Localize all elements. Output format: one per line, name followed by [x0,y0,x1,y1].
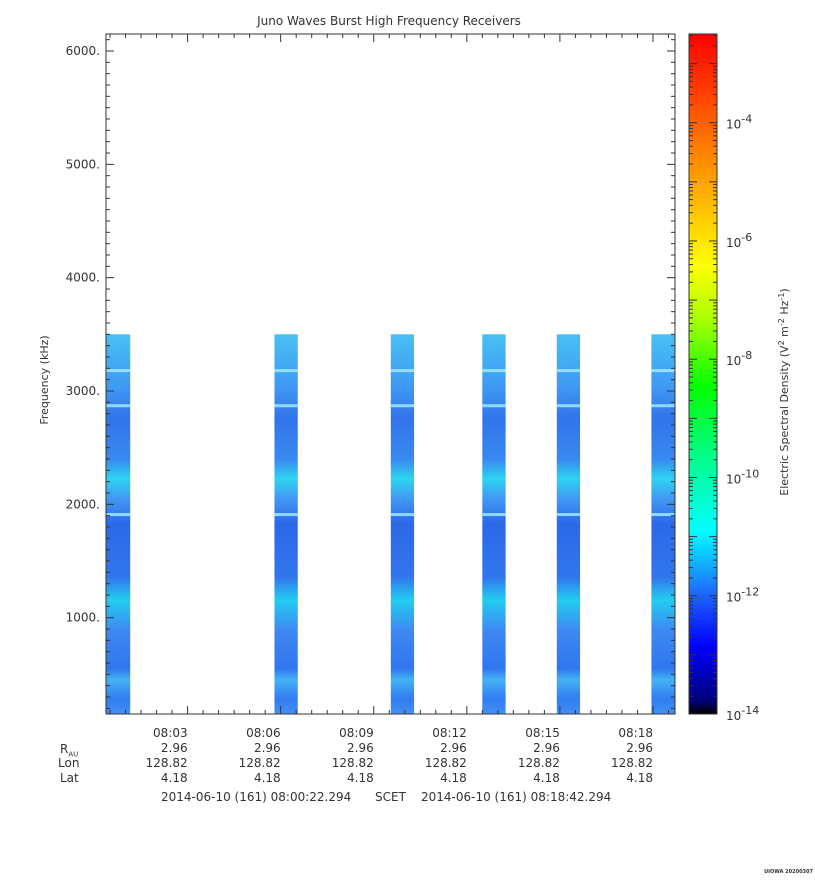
burst-line [390,404,415,408]
row-label-r-au: RAU [60,742,78,758]
burst-line [274,404,298,408]
colorbar-tick-label: 10-14 [726,704,759,723]
burst-6 [651,334,675,714]
y-tick-label: 2000. [66,497,100,511]
time-tick-lat: 4.18 [440,771,467,785]
time-range-end: 2014-06-10 (161) 08:18:42.294 [421,790,612,804]
burst-line [482,369,506,373]
burst-3 [390,334,415,714]
burst-noise [106,334,131,714]
burst-line [274,513,298,517]
burst-line [274,369,298,373]
time-tick-label: 08:12 [432,726,467,740]
time-tick-column: 08:18 2.96 128.82 4.18 [583,726,653,786]
time-tick-column: 08:12 2.96 128.82 4.18 [397,726,467,786]
time-tick-r-au: 2.96 [440,741,467,755]
colorbar-tick-label: 10-6 [726,231,752,250]
time-tick-label: 08:09 [339,726,374,740]
colorbar-tick-label: 10-8 [726,349,752,368]
time-tick-lon: 128.82 [331,756,374,770]
burst-line [651,513,675,517]
colorbar-tick-label: 10-4 [726,113,752,132]
colorbar-tick-label: 10-12 [726,586,759,605]
time-tick-label: 08:06 [246,726,281,740]
burst-line [556,369,581,373]
y-tick-label: 1000. [66,611,100,625]
time-tick-lat: 4.18 [626,771,653,785]
burst-4 [482,334,506,714]
burst-line [482,513,506,517]
burst-noise [482,334,506,714]
row-label-r-au-main: R [60,742,69,756]
time-tick-label: 08:18 [618,726,653,740]
time-tick-column: 08:09 2.96 128.82 4.18 [304,726,374,786]
time-tick-r-au: 2.96 [533,741,560,755]
plot-frame [105,33,676,715]
time-tick-lat: 4.18 [533,771,560,785]
y-tick-label: 5000. [66,157,100,171]
row-label-r-au-sub: AU [68,750,79,759]
time-tick-r-au: 2.96 [626,741,653,755]
burst-line [556,513,581,517]
y-tick-label: 6000. [66,44,100,58]
time-tick-lon: 128.82 [145,756,188,770]
time-tick-lon: 128.82 [610,756,653,770]
burst-line [482,404,506,408]
burst-5 [556,334,581,714]
chart-title: Juno Waves Burst High Frequency Receiver… [256,14,521,28]
time-tick-label: 08:03 [153,726,188,740]
burst-line [651,369,675,373]
colorbar-tick-label: 10-10 [726,467,759,486]
burst-line [390,369,415,373]
time-tick-lon: 128.82 [238,756,281,770]
time-tick-lat: 4.18 [347,771,374,785]
time-tick-label: 08:15 [525,726,560,740]
burst-noise [651,334,675,714]
time-tick-lon: 128.82 [517,756,560,770]
time-tick-column: 08:03 2.96 128.82 4.18 [118,726,188,786]
burst-line [106,513,131,517]
time-range-scet: SCET [375,790,406,804]
row-label-lon: Lon [58,756,80,770]
row-label-lat: Lat [60,771,79,785]
time-tick-lat: 4.18 [160,771,188,785]
time-tick-column: 08:06 2.96 128.82 4.18 [211,726,281,786]
burst-line [106,404,131,408]
burst-noise [556,334,581,714]
burst-line [106,369,131,373]
burst-noise [390,334,415,714]
burst-line [556,404,581,408]
time-tick-lon: 128.82 [424,756,467,770]
burst-1 [106,334,131,714]
burst-2 [274,334,298,714]
time-tick-lat: 4.18 [253,771,281,785]
burst-line [651,404,675,408]
colorbar [688,33,718,715]
time-tick-r-au: 2.96 [160,741,188,755]
time-range-start: 2014-06-10 (161) 08:00:22.294 [161,790,352,804]
colorbar-label: Electric Spectral Density (V2 m-2 Hz-1) [777,288,791,495]
time-tick-column: 08:15 2.96 128.82 4.18 [490,726,560,786]
y-tick-label: 4000. [66,271,100,285]
y-tick-label: 3000. [66,384,100,398]
burst-noise [274,334,298,714]
burst-line [390,513,415,517]
y-axis-label: Frequency (kHz) [38,335,51,424]
time-tick-r-au: 2.96 [253,741,281,755]
time-tick-r-au: 2.96 [347,741,374,755]
credit-text: UIOWA 20200307 [764,869,813,875]
